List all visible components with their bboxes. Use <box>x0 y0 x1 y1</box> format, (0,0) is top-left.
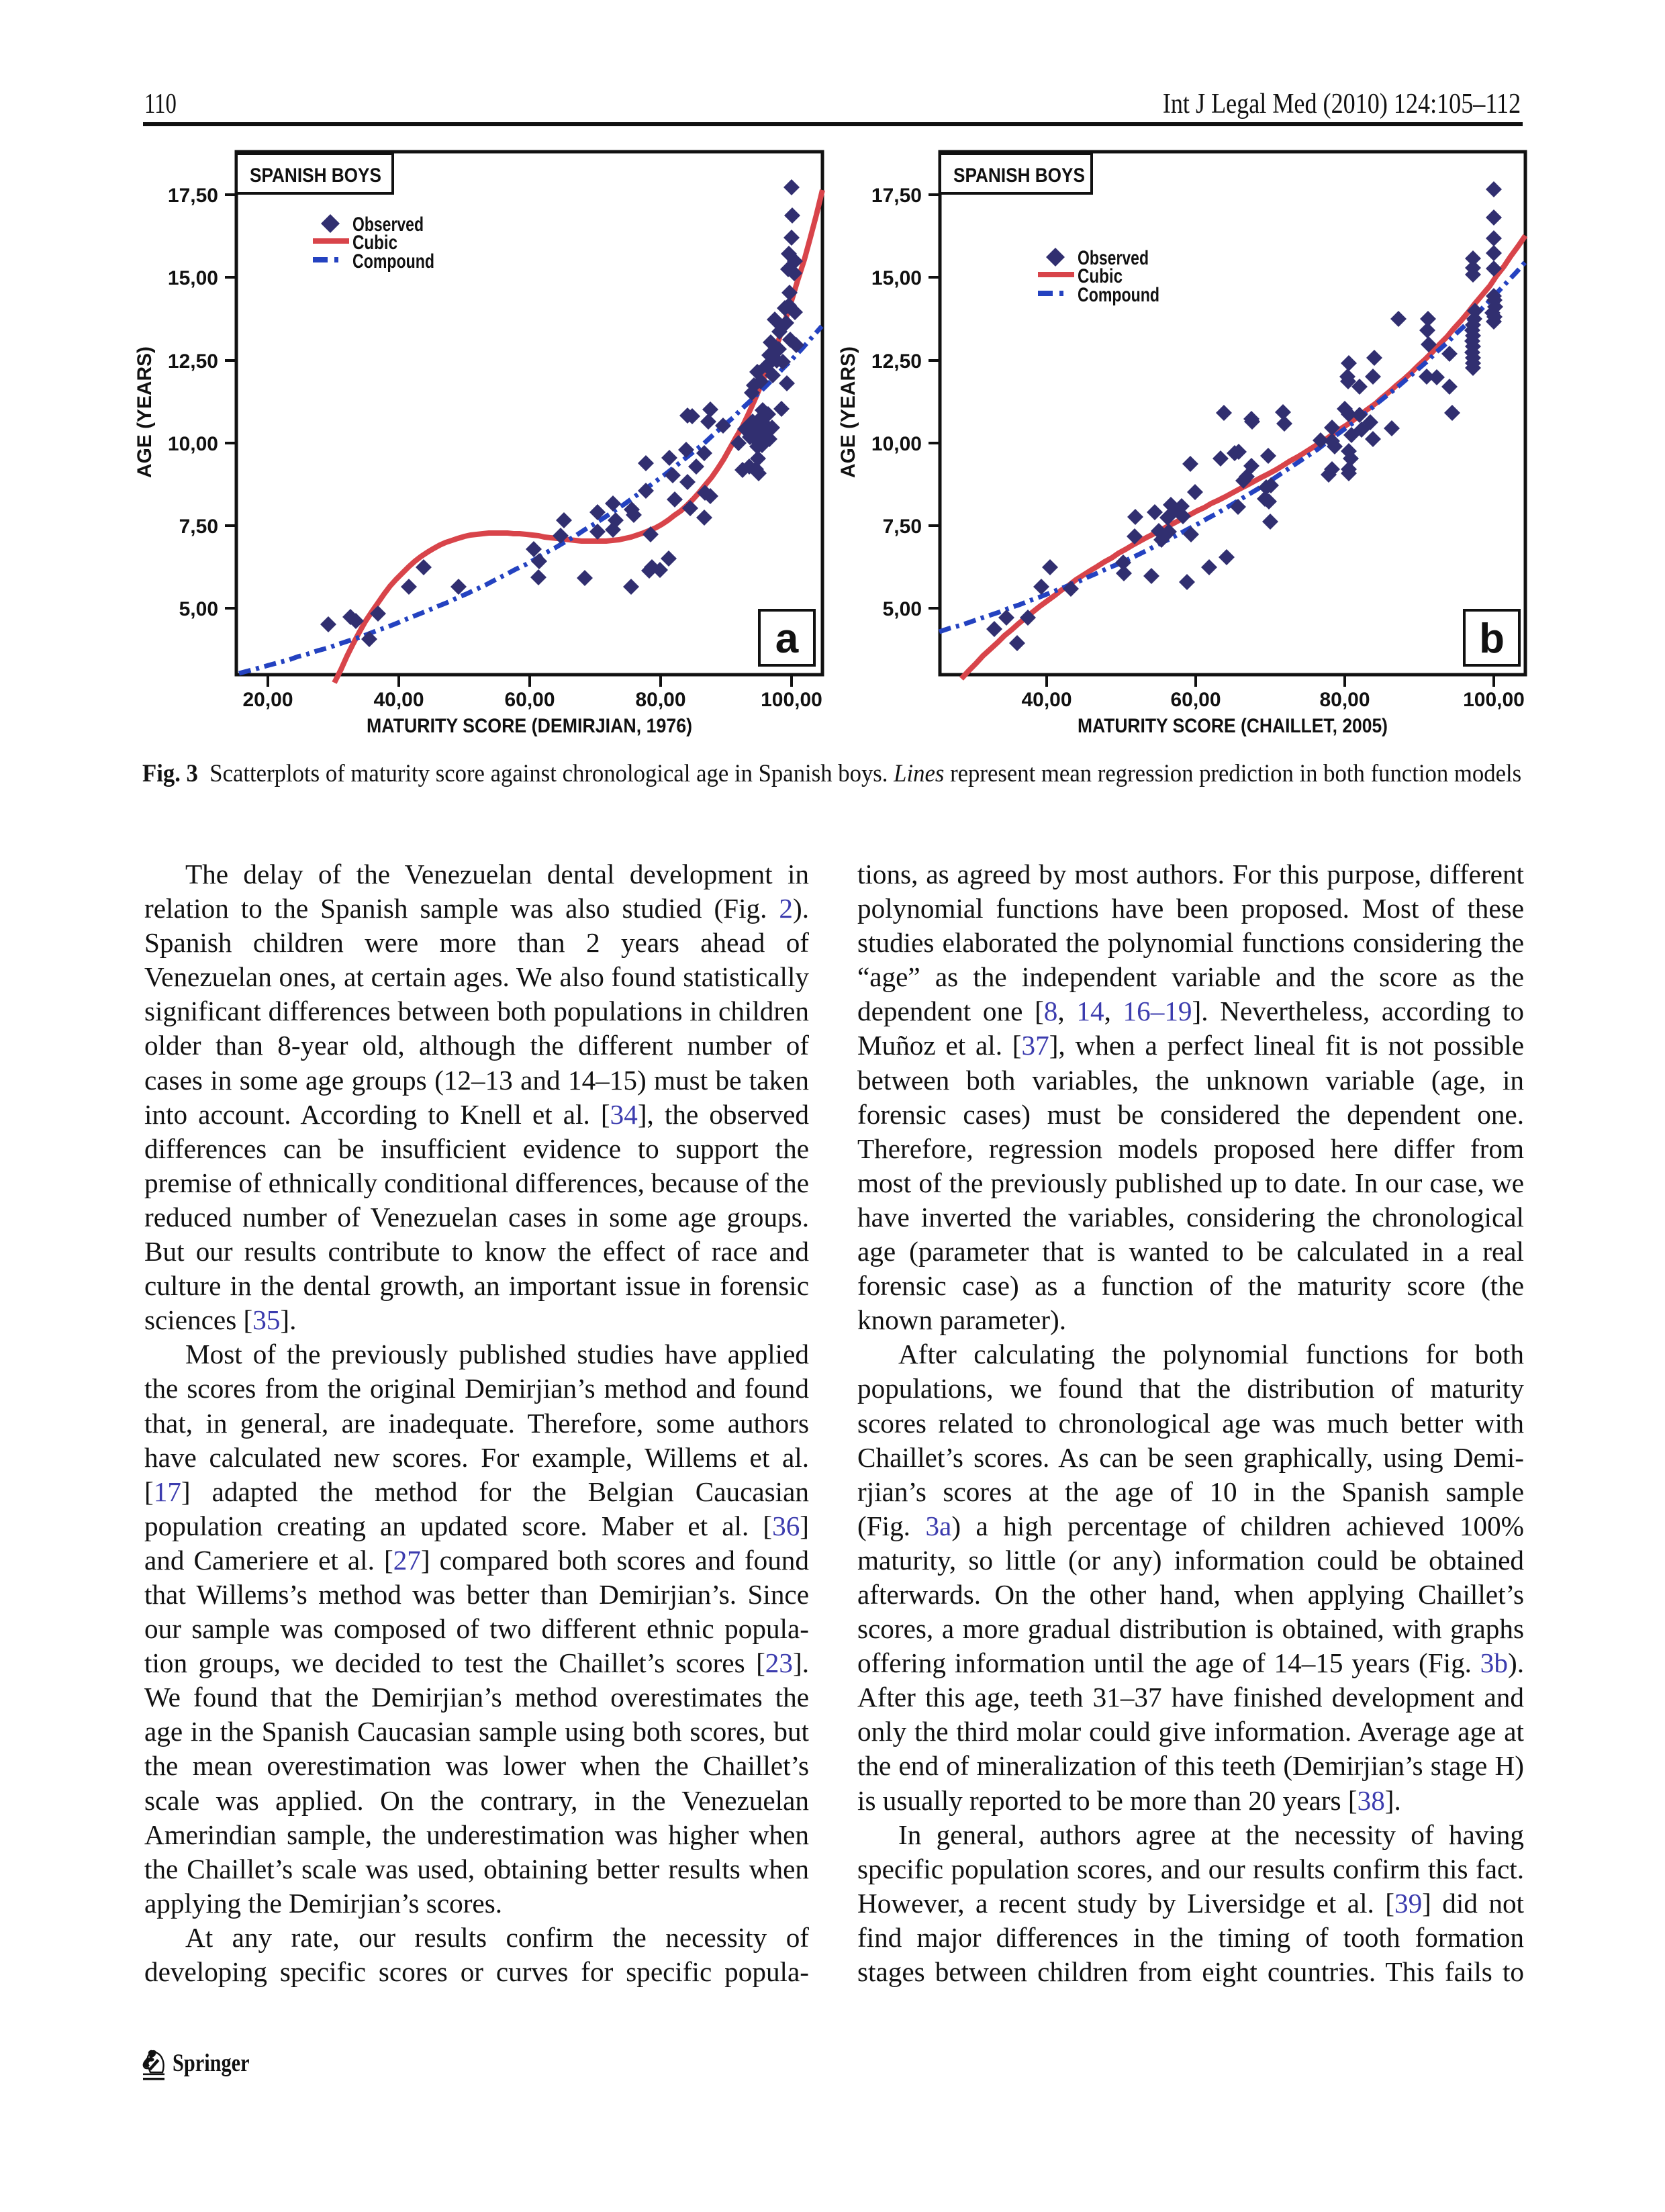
svg-text:100,00: 100,00 <box>1463 689 1525 711</box>
svg-text:SPANISH BOYS: SPANISH BOYS <box>953 164 1085 187</box>
svg-text:17,50: 17,50 <box>871 185 922 207</box>
svg-text:MATURITY SCORE (DEMIRJIAN, 197: MATURITY SCORE (DEMIRJIAN, 1976) <box>367 715 692 737</box>
svg-text:AGE (YEARS): AGE (YEARS) <box>837 346 859 478</box>
svg-text:40,00: 40,00 <box>373 689 424 711</box>
svg-text:Cubic: Cubic <box>1078 265 1123 287</box>
svg-text:b: b <box>1479 616 1505 662</box>
svg-text:Observed: Observed <box>1078 247 1149 269</box>
svg-text:MATURITY SCORE (CHAILLET, 2005: MATURITY SCORE (CHAILLET, 2005) <box>1078 715 1388 737</box>
svg-text:17,50: 17,50 <box>168 185 218 207</box>
svg-text:Compound: Compound <box>1078 284 1159 306</box>
svg-text:5,00: 5,00 <box>179 598 218 620</box>
svg-text:80,00: 80,00 <box>1319 689 1370 711</box>
svg-text:60,00: 60,00 <box>504 689 555 711</box>
svg-text:12,50: 12,50 <box>871 350 922 373</box>
svg-text:20,00: 20,00 <box>242 689 293 711</box>
svg-text:12,50: 12,50 <box>168 350 218 373</box>
svg-text:60,00: 60,00 <box>1170 689 1221 711</box>
svg-text:Compound: Compound <box>352 250 434 273</box>
svg-text:7,50: 7,50 <box>883 516 922 538</box>
svg-text:a: a <box>775 616 799 662</box>
svg-text:15,00: 15,00 <box>871 267 922 289</box>
svg-text:100,00: 100,00 <box>761 689 822 711</box>
svg-text:7,50: 7,50 <box>179 516 218 538</box>
svg-text:Observed: Observed <box>352 213 424 236</box>
svg-text:Cubic: Cubic <box>352 232 397 254</box>
svg-text:AGE (YEARS): AGE (YEARS) <box>134 346 156 478</box>
svg-text:10,00: 10,00 <box>871 433 922 455</box>
svg-text:15,00: 15,00 <box>168 267 218 289</box>
svg-text:10,00: 10,00 <box>168 433 218 455</box>
svg-text:80,00: 80,00 <box>635 689 685 711</box>
svg-text:40,00: 40,00 <box>1021 689 1072 711</box>
svg-text:SPANISH BOYS: SPANISH BOYS <box>250 164 381 187</box>
svg-text:5,00: 5,00 <box>883 598 922 620</box>
